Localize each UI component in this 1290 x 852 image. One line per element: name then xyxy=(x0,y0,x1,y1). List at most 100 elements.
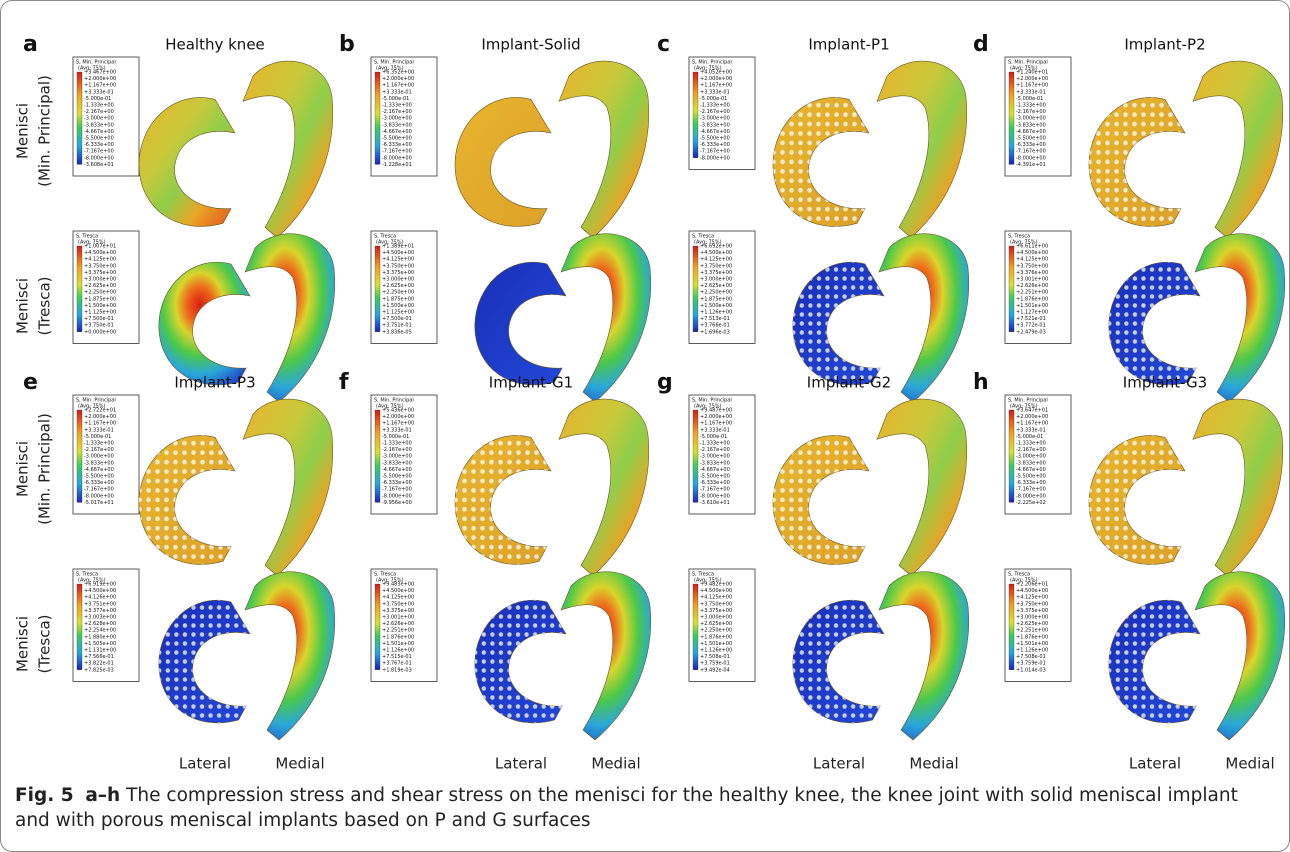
meniscus-shape xyxy=(561,234,651,402)
panel-title: Implant-G1 xyxy=(489,374,573,392)
meniscus-shape xyxy=(879,572,969,740)
legend-value: +1.167e+00 xyxy=(1016,421,1048,427)
legend-value: -5.500e+00 xyxy=(1016,474,1046,480)
legend-scale xyxy=(693,410,698,502)
caption-range: a–h xyxy=(85,785,120,806)
medial-label: Medial xyxy=(275,755,324,773)
legend-scale xyxy=(77,410,82,502)
meniscus-shape xyxy=(877,61,967,238)
legend-value: -8.000e+00 xyxy=(382,155,412,161)
porous-overlay xyxy=(139,435,235,564)
legend-value: +2.000e+00 xyxy=(382,76,414,82)
panel-letter: b xyxy=(339,32,355,57)
lateral-label: Lateral xyxy=(495,755,547,773)
legend-value: -8.000e+00 xyxy=(700,493,730,499)
legend-value: +2.625e+00 xyxy=(382,283,414,289)
figure-page: aHealthy kneeS, Min. Principal(Avg: 75%)… xyxy=(0,0,1290,852)
legend-value: +1.126e+00 xyxy=(382,648,414,654)
legend-value: +4.500e+00 xyxy=(84,588,116,594)
legend-value: +9.483e+00 xyxy=(382,582,414,588)
legend-value: +1.876e+00 xyxy=(1016,634,1048,640)
meniscus-shape xyxy=(245,572,335,740)
legend-value: -8.000e+00 xyxy=(382,493,412,499)
legend-value: -5.000e-01 xyxy=(700,96,727,102)
legend-value: -4.667e+00 xyxy=(1016,467,1046,473)
legend-value: +2.250e+00 xyxy=(84,290,116,296)
legend-value: +4.125e+00 xyxy=(84,257,116,263)
legend-value: -4.667e+00 xyxy=(84,129,114,135)
legend-value: -5.000e-01 xyxy=(382,434,409,440)
legend-value: +7.500e-01 xyxy=(84,316,114,322)
legend-value: +2.250e+00 xyxy=(700,628,732,634)
legend-value: +4.125e+00 xyxy=(1016,257,1048,263)
caption: Fig. 5 a–h The compression stress and sh… xyxy=(15,783,1277,833)
legend-value: +4.125e+00 xyxy=(382,257,414,263)
legend-value: +1.501e+00 xyxy=(1016,641,1048,647)
meniscus-shape xyxy=(559,399,649,576)
legend-value: +1.167e+00 xyxy=(1016,83,1048,89)
porous-overlay xyxy=(159,600,250,723)
legend-value: +1.127e+00 xyxy=(1016,310,1048,316)
row-label: (Min. Principal) xyxy=(36,413,54,525)
legend-value: +1.876e+00 xyxy=(1016,296,1048,302)
legend-value: +3.647e+01 xyxy=(1016,408,1048,414)
legend-value: +3.767e-01 xyxy=(382,661,412,667)
legend-value: -3.000e+00 xyxy=(382,116,412,122)
legend-value: +3.751e-01 xyxy=(382,323,412,329)
panel-title: Implant-P3 xyxy=(174,374,255,392)
legend-value: +1.501e+00 xyxy=(1016,303,1048,309)
legend-value: +7.521e-01 xyxy=(1016,316,1046,322)
legend-value: +7.825e-03 xyxy=(84,667,114,673)
legend-value: +3.333e-01 xyxy=(84,427,114,433)
legend-value: +7.500e-01 xyxy=(382,316,412,322)
legend-value: +2.000e+00 xyxy=(382,414,414,420)
legend-value: +9.482e+00 xyxy=(700,582,732,588)
legend-value: +1.167e+00 xyxy=(700,421,732,427)
legend-value: -7.167e+00 xyxy=(84,487,114,493)
medial-label: Medial xyxy=(909,755,958,773)
legend-value: +1.131e+00 xyxy=(84,648,116,654)
panel-letter: g xyxy=(657,370,673,395)
legend-value: +1.880e+00 xyxy=(84,634,116,640)
legend-value: -2.167e+00 xyxy=(382,447,412,453)
legend-value: -3.000e+00 xyxy=(84,116,114,122)
legend-value: -5.000e-01 xyxy=(84,434,111,440)
legend-value: +6.919e+00 xyxy=(84,582,116,588)
legend-value: +1.007e+01 xyxy=(84,244,116,250)
panel-title: Implant-G2 xyxy=(807,374,891,392)
legend-value: +7.515e-01 xyxy=(382,654,412,660)
meniscus-shape xyxy=(159,262,250,385)
legend-value: -7.167e+00 xyxy=(382,149,412,155)
legend-value: +4.052e+00 xyxy=(700,70,732,76)
legend-value: -2.167e+00 xyxy=(84,109,114,115)
legend-value: -1.228e+01 xyxy=(382,162,412,168)
legend-value: +2.625e+00 xyxy=(84,283,116,289)
legend-value: +4.125e+00 xyxy=(1016,595,1048,601)
legend-value: -3.610e+01 xyxy=(700,500,730,506)
legend-value: -3.833e+00 xyxy=(700,122,730,128)
meniscus-shape xyxy=(455,97,551,226)
legend-value: +3.375e+00 xyxy=(84,270,116,276)
legend-value: +3.750e+00 xyxy=(382,263,414,269)
legend-value: +3.001e+00 xyxy=(382,615,414,621)
legend-value: +1.240e+01 xyxy=(1016,70,1048,76)
legend-value: +4.500e+00 xyxy=(1016,250,1048,256)
legend-value: -4.391e+01 xyxy=(1016,162,1046,168)
legend-value: -7.167e+00 xyxy=(1016,487,1046,493)
legend-value: +3.375e+00 xyxy=(700,270,732,276)
legend-value: +1.505e+00 xyxy=(84,641,116,647)
legend-value: +4.125e+00 xyxy=(382,595,414,601)
legend-value: +3.467e+00 xyxy=(84,70,116,76)
legend-scale xyxy=(375,246,380,332)
porous-overlay xyxy=(773,435,869,564)
legend-value: +1.167e+00 xyxy=(382,83,414,89)
caption-text: The compression stress and shear stress … xyxy=(15,785,1238,831)
legend-value: -2.167e+00 xyxy=(1016,109,1046,115)
legend-scale xyxy=(77,584,82,670)
meniscus-shape xyxy=(139,97,235,226)
legend-value: +3.001e+00 xyxy=(1016,277,1048,283)
panel-letter: f xyxy=(339,370,349,395)
legend-value: +1.500e+00 xyxy=(84,303,116,309)
legend-value: -7.167e+00 xyxy=(1016,149,1046,155)
legend-value: +6.692e+00 xyxy=(700,244,732,250)
